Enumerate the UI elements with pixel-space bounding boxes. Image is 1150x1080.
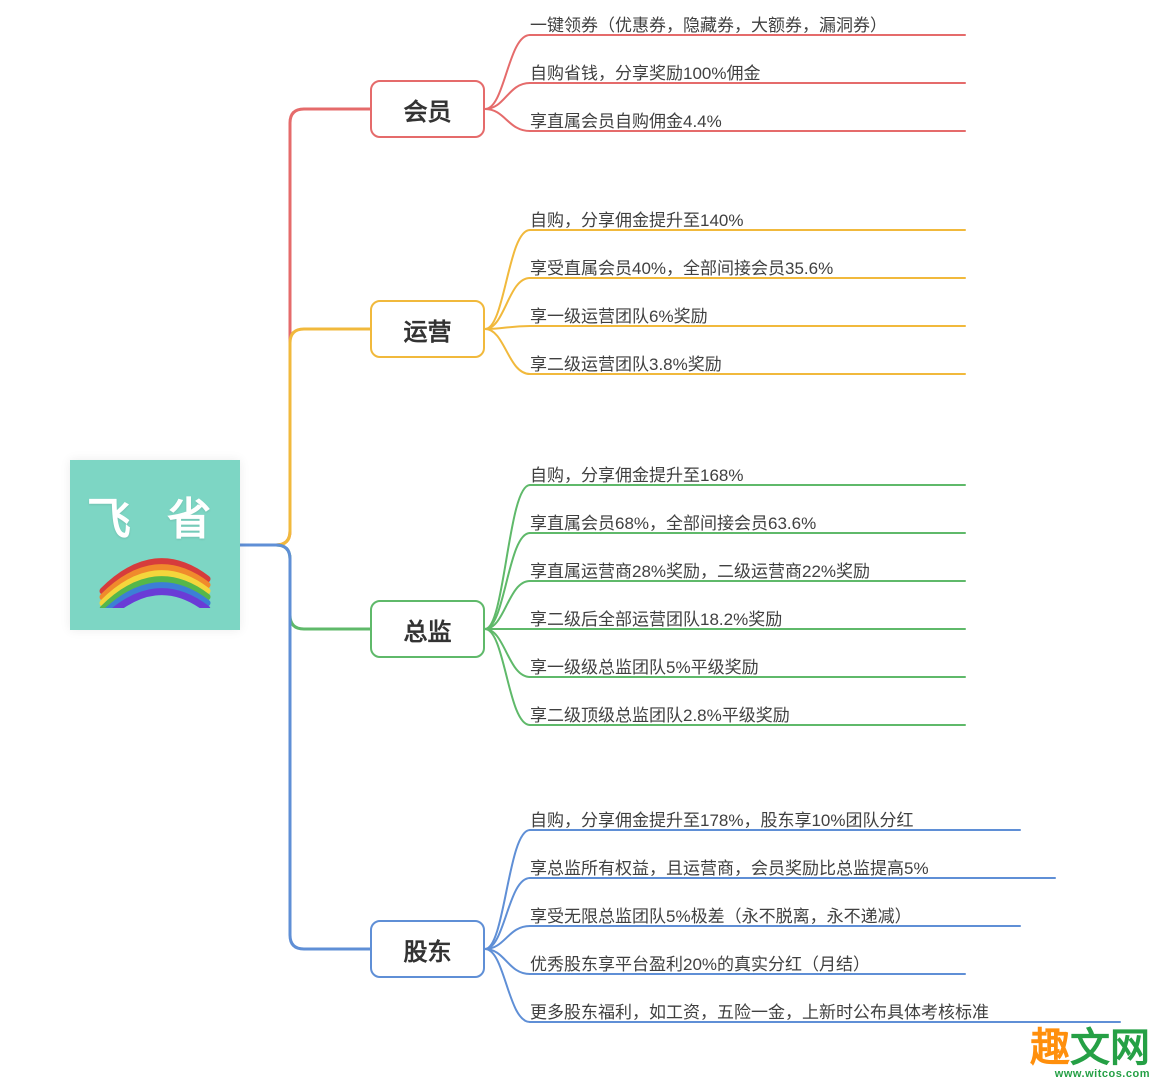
branch-shareholder: 股东 [370, 920, 485, 978]
watermark-text-rest: 文网 [1070, 1028, 1150, 1068]
branch-director: 总监 [370, 600, 485, 658]
leaf-ops-0: 自购，分享佣金提升至140% [530, 206, 743, 235]
branch-member: 会员 [370, 80, 485, 138]
watermark-subtext: www.witcos.com [1055, 1068, 1150, 1080]
leaf-shareholder-4: 更多股东福利，如工资，五险一金，上新时公布具体考核标准 [530, 998, 989, 1027]
leaf-ops-2: 享一级运营团队6%奖励 [530, 302, 708, 331]
leaf-shareholder-3: 优秀股东享平台盈利20%的真实分红（月结） [530, 950, 870, 979]
leaf-director-2: 享直属运营商28%奖励，二级运营商22%奖励 [530, 557, 870, 586]
leaf-ops-3: 享二级运营团队3.8%奖励 [530, 350, 722, 379]
root-node: 飞 省 [70, 460, 240, 630]
leaf-director-1: 享直属会员68%，全部间接会员63.6% [530, 509, 816, 538]
leaf-member-2: 享直属会员自购佣金4.4% [530, 107, 722, 136]
watermark-main: 趣 文网 [1030, 1028, 1150, 1068]
root-label: 飞 省 [87, 483, 223, 547]
mindmap-diagram: 飞 省 会员运营总监股东 一键领券（优惠券，隐藏券，大额券，漏洞券） 自购省钱，分… [0, 0, 1150, 1080]
branch-ops: 运营 [370, 300, 485, 358]
rainbow-icon [95, 553, 215, 608]
leaf-director-4: 享一级级总监团队5%平级奖励 [530, 653, 759, 682]
leaf-director-0: 自购，分享佣金提升至168% [530, 461, 743, 490]
leaf-director-3: 享二级后全部运营团队18.2%奖励 [530, 605, 782, 634]
leaf-shareholder-2: 享受无限总监团队5%极差（永不脱离，永不递减） [530, 902, 912, 931]
leaf-shareholder-0: 自购，分享佣金提升至178%，股东享10%团队分红 [530, 806, 914, 835]
leaf-member-0: 一键领券（优惠券，隐藏券，大额券，漏洞券） [530, 11, 887, 40]
leaf-ops-1: 享受直属会员40%，全部间接会员35.6% [530, 254, 833, 283]
leaf-director-5: 享二级顶级总监团队2.8%平级奖励 [530, 701, 790, 730]
leaf-member-1: 自购省钱，分享奖励100%佣金 [530, 59, 760, 88]
watermark-text-q: 趣 [1030, 1028, 1070, 1068]
leaf-shareholder-1: 享总监所有权益，且运营商，会员奖励比总监提高5% [530, 854, 929, 883]
watermark: 趣 文网 www.witcos.com [1030, 1028, 1150, 1080]
